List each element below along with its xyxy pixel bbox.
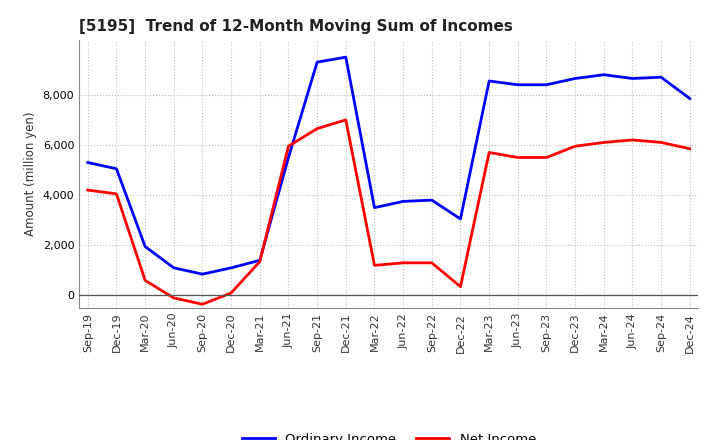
Line: Ordinary Income: Ordinary Income (88, 57, 690, 274)
Ordinary Income (456, 216, 465, 222)
Ordinary Income (485, 78, 493, 84)
Net Income (341, 117, 350, 122)
Net Income (485, 150, 493, 155)
Ordinary Income (628, 76, 636, 81)
Ordinary Income (428, 198, 436, 203)
Ordinary Income (198, 271, 207, 277)
Ordinary Income (341, 55, 350, 60)
Net Income (600, 140, 608, 145)
Ordinary Income (399, 199, 408, 204)
Line: Net Income: Net Income (88, 120, 690, 304)
Y-axis label: Amount (million yen): Amount (million yen) (24, 112, 37, 236)
Net Income (513, 155, 522, 160)
Net Income (198, 301, 207, 307)
Net Income (571, 143, 580, 149)
Ordinary Income (685, 96, 694, 101)
Net Income (227, 290, 235, 296)
Net Income (312, 126, 321, 131)
Net Income (112, 191, 121, 197)
Ordinary Income (370, 205, 379, 210)
Ordinary Income (227, 265, 235, 271)
Net Income (141, 278, 150, 283)
Net Income (456, 284, 465, 290)
Ordinary Income (312, 59, 321, 65)
Legend: Ordinary Income, Net Income: Ordinary Income, Net Income (236, 427, 541, 440)
Net Income (370, 263, 379, 268)
Net Income (542, 155, 551, 160)
Net Income (628, 137, 636, 143)
Ordinary Income (513, 82, 522, 88)
Ordinary Income (600, 72, 608, 77)
Ordinary Income (169, 265, 178, 271)
Ordinary Income (256, 258, 264, 263)
Ordinary Income (657, 75, 665, 80)
Net Income (169, 295, 178, 301)
Net Income (685, 146, 694, 151)
Ordinary Income (84, 160, 92, 165)
Net Income (399, 260, 408, 265)
Net Income (657, 140, 665, 145)
Net Income (256, 259, 264, 264)
Net Income (284, 143, 293, 149)
Ordinary Income (141, 244, 150, 249)
Ordinary Income (571, 76, 580, 81)
Ordinary Income (542, 82, 551, 88)
Net Income (428, 260, 436, 265)
Text: [5195]  Trend of 12-Month Moving Sum of Incomes: [5195] Trend of 12-Month Moving Sum of I… (79, 19, 513, 34)
Ordinary Income (284, 155, 293, 160)
Ordinary Income (112, 166, 121, 172)
Net Income (84, 187, 92, 193)
